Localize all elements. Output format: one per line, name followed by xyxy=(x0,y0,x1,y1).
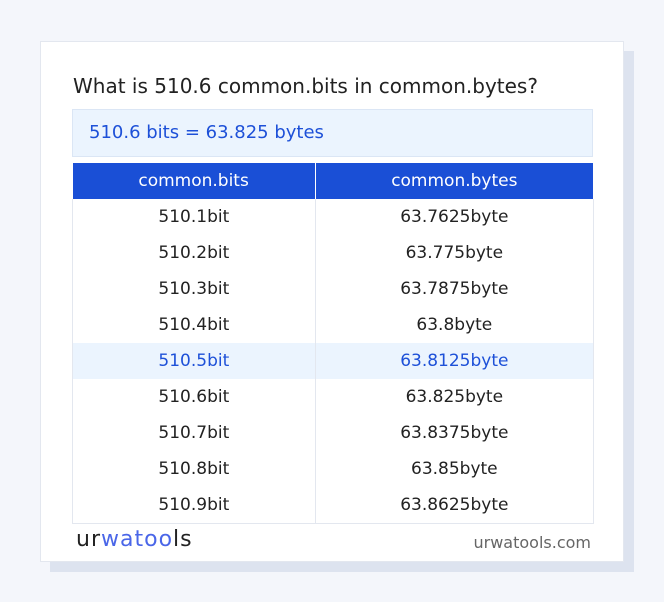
site-url[interactable]: urwatools.com xyxy=(473,533,592,552)
column-header-bytes: common.bytes xyxy=(315,163,595,199)
bits-cell: 510.5bit xyxy=(72,343,316,379)
table-row: 510.9bit 63.8625byte xyxy=(72,487,595,524)
bits-cell: 510.8bit xyxy=(72,451,316,487)
bits-cell: 510.2bit xyxy=(72,235,316,271)
table-row: 510.2bit 63.775byte xyxy=(72,235,595,271)
bits-cell: 510.1bit xyxy=(72,199,316,235)
bits-cell: 510.7bit xyxy=(72,415,316,451)
table-row: 510.8bit 63.85byte xyxy=(72,451,595,487)
converter-card: What is 510.6 common.bits in common.byte… xyxy=(40,41,624,562)
bytes-cell: 63.825byte xyxy=(314,379,595,415)
bytes-cell: 63.8625byte xyxy=(314,487,595,524)
bytes-cell: 63.8125byte xyxy=(314,343,595,379)
bytes-cell: 63.775byte xyxy=(314,235,595,271)
conversion-table: common.bits common.bytes 510.1bit 63.7625… xyxy=(72,163,595,524)
table-row: 510.4bit 63.8byte xyxy=(72,307,595,343)
table-row: 510.1bit 63.7625byte xyxy=(72,199,595,235)
table-row: 510.5bit 63.8125byte xyxy=(72,343,595,379)
bytes-cell: 63.85byte xyxy=(314,451,595,487)
bytes-cell: 63.8byte xyxy=(314,307,595,343)
table-row: 510.6bit 63.825byte xyxy=(72,379,595,415)
column-header-bits: common.bits xyxy=(72,163,316,199)
table-row: 510.3bit 63.7875byte xyxy=(72,271,595,307)
bits-cell: 510.4bit xyxy=(72,307,316,343)
table-row: 510.7bit 63.8375byte xyxy=(72,415,595,451)
urwatools-logo[interactable]: urwatools xyxy=(76,527,193,552)
bits-cell: 510.6bit xyxy=(72,379,316,415)
result-box: 510.6 bits = 63.825 bytes xyxy=(72,109,593,157)
page-title: What is 510.6 common.bits in common.byte… xyxy=(73,74,538,98)
bytes-cell: 63.7625byte xyxy=(314,199,595,235)
bits-cell: 510.3bit xyxy=(72,271,316,307)
bits-cell: 510.9bit xyxy=(72,487,316,524)
bytes-cell: 63.7875byte xyxy=(314,271,595,307)
bytes-cell: 63.8375byte xyxy=(314,415,595,451)
